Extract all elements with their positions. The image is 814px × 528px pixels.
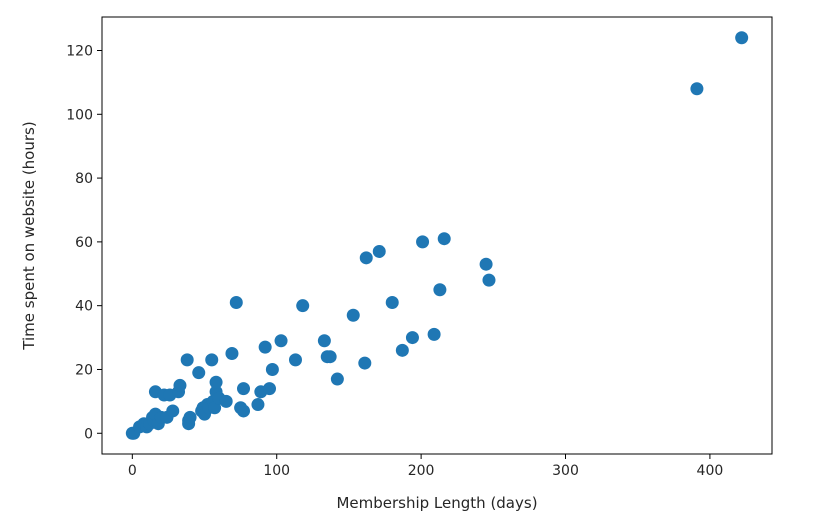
data-point-56 xyxy=(385,295,399,309)
data-point-38 xyxy=(237,404,251,418)
data-point-28 xyxy=(205,353,219,367)
data-point-53 xyxy=(358,356,372,370)
data-point-40 xyxy=(251,398,265,412)
x-tick-label-1: 100 xyxy=(263,463,290,479)
x-axis-label: Membership Length (days) xyxy=(336,494,537,512)
y-tick-label-4: 80 xyxy=(75,171,93,187)
data-point-50 xyxy=(323,350,337,364)
y-tick-label-0: 0 xyxy=(84,426,93,442)
x-tick-label-4: 400 xyxy=(697,463,724,479)
y-tick-label-2: 40 xyxy=(75,299,93,315)
data-point-17 xyxy=(173,378,187,392)
data-point-21 xyxy=(183,410,197,424)
data-point-44 xyxy=(265,362,279,376)
data-point-60 xyxy=(427,327,441,341)
data-points xyxy=(125,31,749,440)
x-tick-label-3: 300 xyxy=(552,463,579,479)
y-tick-label-3: 60 xyxy=(75,235,93,251)
x-tick-label-0: 0 xyxy=(128,463,137,479)
data-point-42 xyxy=(258,340,272,354)
tick-labels: 0 100 200 300 400 0 20 40 60 80 100 120 xyxy=(66,43,723,479)
data-point-45 xyxy=(274,334,288,348)
data-point-61 xyxy=(433,283,447,297)
data-point-52 xyxy=(346,308,360,322)
data-point-47 xyxy=(296,299,310,313)
y-axis-label: Time spent on website (hours) xyxy=(20,121,38,350)
data-point-55 xyxy=(372,244,386,258)
data-point-48 xyxy=(317,334,331,348)
y-tick-label-1: 20 xyxy=(75,362,93,378)
data-point-63 xyxy=(479,257,493,271)
data-point-64 xyxy=(482,273,496,287)
data-point-34 xyxy=(219,394,233,408)
data-point-43 xyxy=(263,382,276,396)
data-point-57 xyxy=(395,343,409,357)
data-point-51 xyxy=(330,372,344,386)
data-point-39 xyxy=(237,382,251,396)
data-point-46 xyxy=(288,353,302,367)
plot-frame xyxy=(101,16,773,455)
y-tick-label-5: 100 xyxy=(66,107,93,123)
x-tick-label-2: 200 xyxy=(408,463,435,479)
data-point-58 xyxy=(405,331,419,345)
data-point-32 xyxy=(209,375,223,389)
data-point-62 xyxy=(437,232,451,246)
data-point-65 xyxy=(690,82,704,96)
data-point-59 xyxy=(416,235,430,249)
data-point-18 xyxy=(180,353,194,367)
data-point-66 xyxy=(735,31,749,45)
data-point-35 xyxy=(225,347,239,361)
data-point-54 xyxy=(359,251,373,265)
axis-ticks xyxy=(97,49,711,459)
data-point-22 xyxy=(192,366,206,380)
data-point-36 xyxy=(229,295,243,309)
data-point-15 xyxy=(166,404,180,418)
y-tick-label-6: 120 xyxy=(66,43,93,59)
